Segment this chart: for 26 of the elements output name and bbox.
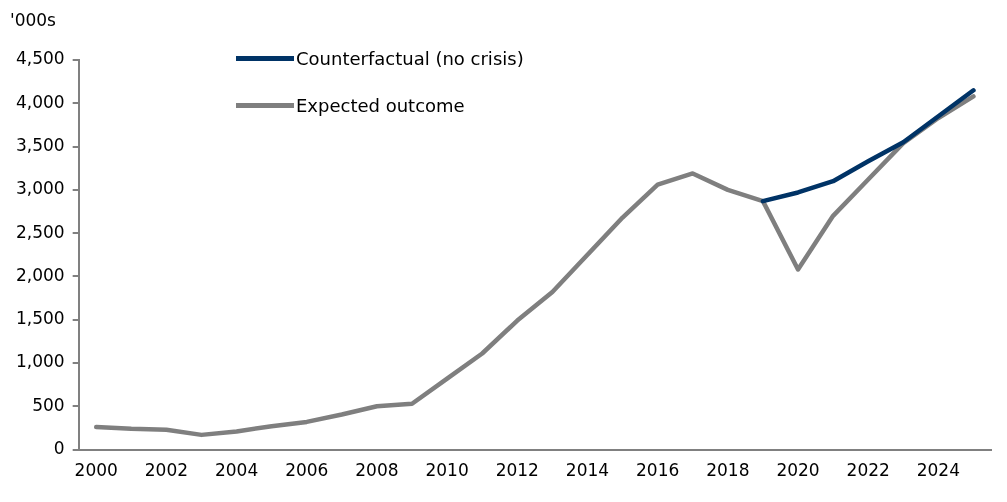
x-tick-label: 2012 <box>495 460 539 481</box>
x-tick-label: 2006 <box>285 460 329 481</box>
y-tick-label: 0 <box>53 438 65 459</box>
legend-label: Expected outcome <box>296 95 465 116</box>
x-tick-label: 2022 <box>846 460 890 481</box>
y-tick-label: 4,500 <box>16 48 65 69</box>
y-tick-label: 1,500 <box>16 308 65 329</box>
x-tick-label: 2002 <box>144 460 189 481</box>
y-tick-label: 1,000 <box>16 351 65 372</box>
x-tick-label: 2018 <box>706 460 750 481</box>
y-tick-label: 500 <box>32 394 65 415</box>
y-tick-label: 4,000 <box>16 91 65 112</box>
x-tick-label: 2014 <box>565 460 610 481</box>
y-tick-label: 3,000 <box>16 178 65 199</box>
x-tick-label: 2016 <box>636 460 680 481</box>
x-tick-label: 2004 <box>214 460 259 481</box>
x-tick-label: 2000 <box>74 460 118 481</box>
x-tick-label: 2024 <box>916 460 960 481</box>
x-tick-label: 2010 <box>425 460 469 481</box>
legend-label: Counterfactual (no crisis) <box>296 48 524 69</box>
x-tick-label: 2008 <box>355 460 399 481</box>
y-tick-label: 2,500 <box>16 221 65 242</box>
y-tick-label: 2,000 <box>16 264 65 285</box>
y-axis-title: '000s <box>10 10 56 30</box>
x-tick-label: 2020 <box>776 460 820 481</box>
y-tick-label: 3,500 <box>16 135 65 155</box>
